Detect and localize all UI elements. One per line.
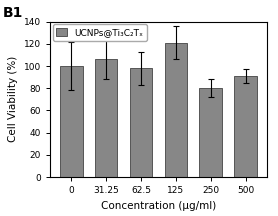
Bar [130,68,152,177]
Bar [60,66,83,177]
Y-axis label: Cell Viability (%): Cell Viability (%) [8,56,18,143]
X-axis label: Concentration (μg/ml): Concentration (μg/ml) [101,201,216,211]
Bar [95,59,118,177]
Legend: UCNPs@Ti₃C₂Tₓ: UCNPs@Ti₃C₂Tₓ [53,24,147,41]
Bar [165,43,187,177]
Text: B1: B1 [3,6,23,21]
Bar [199,88,222,177]
Bar [234,76,257,177]
